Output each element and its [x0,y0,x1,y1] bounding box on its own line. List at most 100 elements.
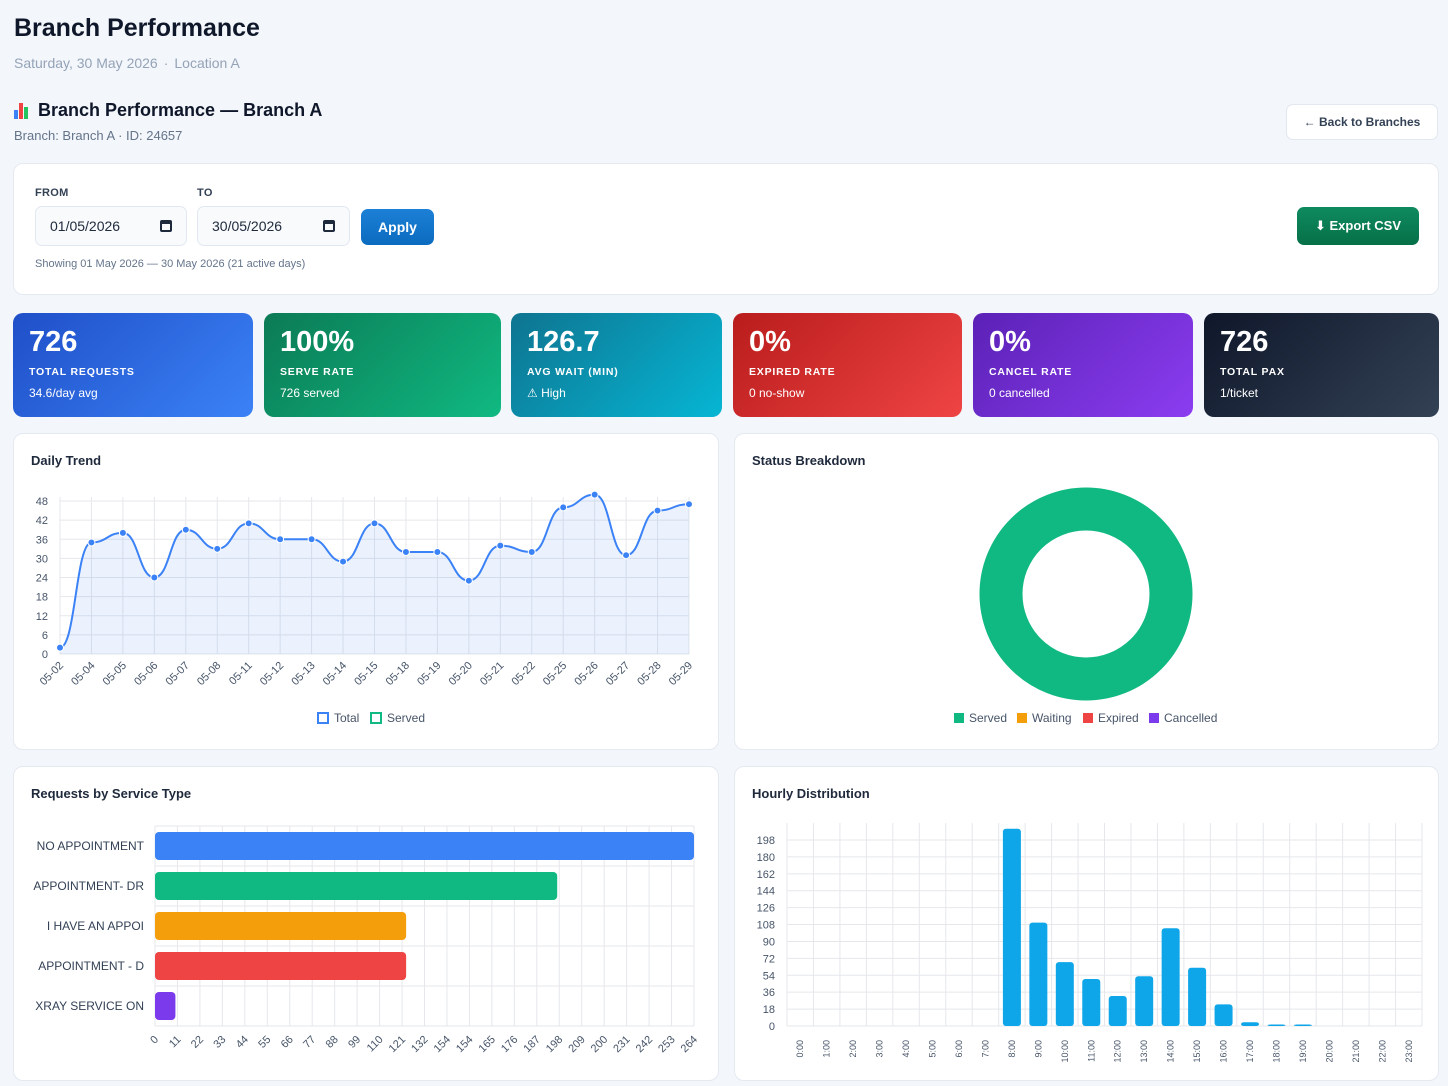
data-point [433,548,442,556]
y-tick-label: 12 [36,611,48,623]
daily-trend-card: Daily Trend 0 6 12 18 24 30 36 42 48 05-02 05-04 05… [13,433,719,750]
pie-slice [979,487,1193,701]
data-point [181,525,190,534]
data-point [87,538,96,547]
x-tick-label: 05-06 [132,660,160,688]
service-type-title: Requests by Service Type [31,786,192,801]
page-title: Branch Performance [14,14,260,42]
service-type-chart: 0 11 22 33 44 55 66 77 88 99 110 121 132 154 154 165 176… [33,825,700,1055]
separator: · [163,55,169,71]
y-tick-label: NO APPOINTMENT [37,839,145,853]
kpi-value: 100% [280,326,355,358]
y-tick-label: 144 [757,886,775,898]
data-point [653,506,662,515]
x-tick-label: 154 [432,1034,453,1055]
bar [1029,922,1048,1026]
y-tick-label: XRAY SERVICE ON [35,999,144,1013]
x-tick-label: 209 [566,1034,587,1055]
y-tick-label: 24 [36,573,48,585]
x-tick-label: 9:00 [1033,1040,1043,1058]
export-csv-button[interactable]: ⬇ Export CSV [1297,207,1419,245]
x-tick-label: 264 [679,1034,700,1055]
branch-title: Branch Performance — Branch A [14,100,322,121]
kpi-value: 0% [749,326,791,358]
x-tick-label: 16:00 [1219,1040,1229,1063]
data-point [685,500,693,509]
x-tick-label: 0:00 [795,1040,805,1058]
x-tick-label: 7:00 [980,1040,990,1058]
data-point [370,519,379,528]
y-tick-label: 180 [757,852,775,864]
x-tick-label: 8:00 [1007,1040,1017,1058]
legend-swatch [1017,713,1027,723]
data-point [464,576,473,585]
x-tick-label: 231 [611,1034,632,1055]
hourly-distribution-chart: 0 18 36 54 72 90 108 126 144 162 180 198 0:00 1:00 2:0… [757,823,1423,1063]
x-tick-label: 23:00 [1404,1040,1414,1063]
x-tick-label: 12:00 [1113,1040,1123,1063]
apply-button[interactable]: Apply [361,209,434,245]
bar [1055,962,1074,1026]
kpi-sub: 0 cancelled [989,386,1050,400]
legend-label: Served [387,711,425,725]
y-tick-label: I HAVE AN APPOI [47,919,144,933]
kpi-sub: 0 no-show [749,386,805,400]
calendar-icon[interactable] [160,220,172,232]
kpi-value: 126.7 [527,326,600,358]
y-tick-label: 90 [763,936,775,948]
x-tick-label: 05-25 [541,660,569,688]
kpi-sub: 726 served [280,386,340,400]
x-tick-label: 22:00 [1377,1040,1387,1063]
x-tick-label: 05-20 [447,660,475,688]
x-tick-label: 05-13 [289,660,317,688]
x-tick-label: 200 [589,1034,610,1055]
kpi-sub: 1/ticket [1220,386,1259,400]
bar [1214,1004,1233,1026]
x-tick-label: 15:00 [1192,1040,1202,1063]
data-point [622,551,631,560]
x-tick-label: 5:00 [928,1040,938,1058]
y-tick-label: 72 [763,953,775,965]
x-tick-label: 18:00 [1271,1040,1281,1063]
data-point [56,643,64,652]
to-date-value: 30/05/2026 [212,218,283,234]
kpi-value: 726 [29,326,78,358]
x-tick-label: 99 [346,1034,363,1051]
x-tick-label: 77 [301,1034,318,1051]
data-point [150,573,159,582]
bar [1267,1024,1286,1026]
y-tick-label: APPOINTMENT - D [38,959,144,973]
kpi-sub: ⚠ High [527,386,566,400]
date-filter-card: FROM TO 01/05/2026 30/05/2026 Apply Show… [13,163,1439,295]
kpi-value: 0% [989,326,1031,358]
bar [1293,1024,1312,1026]
to-label: TO [197,187,213,199]
y-tick-label: 162 [757,869,775,881]
hourly-distribution-card: Hourly Distribution 0 18 36 54 72 90 108 126 144… [734,766,1439,1081]
bar [155,872,558,900]
y-tick-label: 30 [36,553,48,565]
x-tick-label: 05-11 [227,660,255,688]
to-date-input[interactable]: 30/05/2026 [197,206,350,246]
branch-title-text: Branch Performance — Branch A [38,100,323,120]
x-tick-label: 132 [409,1034,430,1055]
x-tick-label: 05-27 [604,660,632,688]
kpi-card-expired-rate: 0% EXPIRED RATE 0 no-show [733,313,962,417]
calendar-icon[interactable] [323,220,335,232]
data-point [559,503,568,512]
x-tick-label: 4:00 [901,1040,911,1058]
from-date-input[interactable]: 01/05/2026 [35,206,187,246]
x-tick-label: 05-21 [478,660,506,688]
data-point [496,541,505,550]
y-tick-label: 36 [36,534,48,546]
x-tick-label: 121 [387,1034,408,1055]
x-tick-label: 11 [167,1034,184,1051]
x-tick-label: 13:00 [1139,1040,1149,1063]
bar [1002,828,1021,1026]
back-to-branches-button[interactable]: ← Back to Branches [1286,104,1438,140]
current-date: Saturday, 30 May 2026 [14,55,158,71]
x-tick-label: 05-15 [352,660,380,688]
y-tick-label: 126 [757,903,775,915]
legend-swatch [1083,713,1093,723]
